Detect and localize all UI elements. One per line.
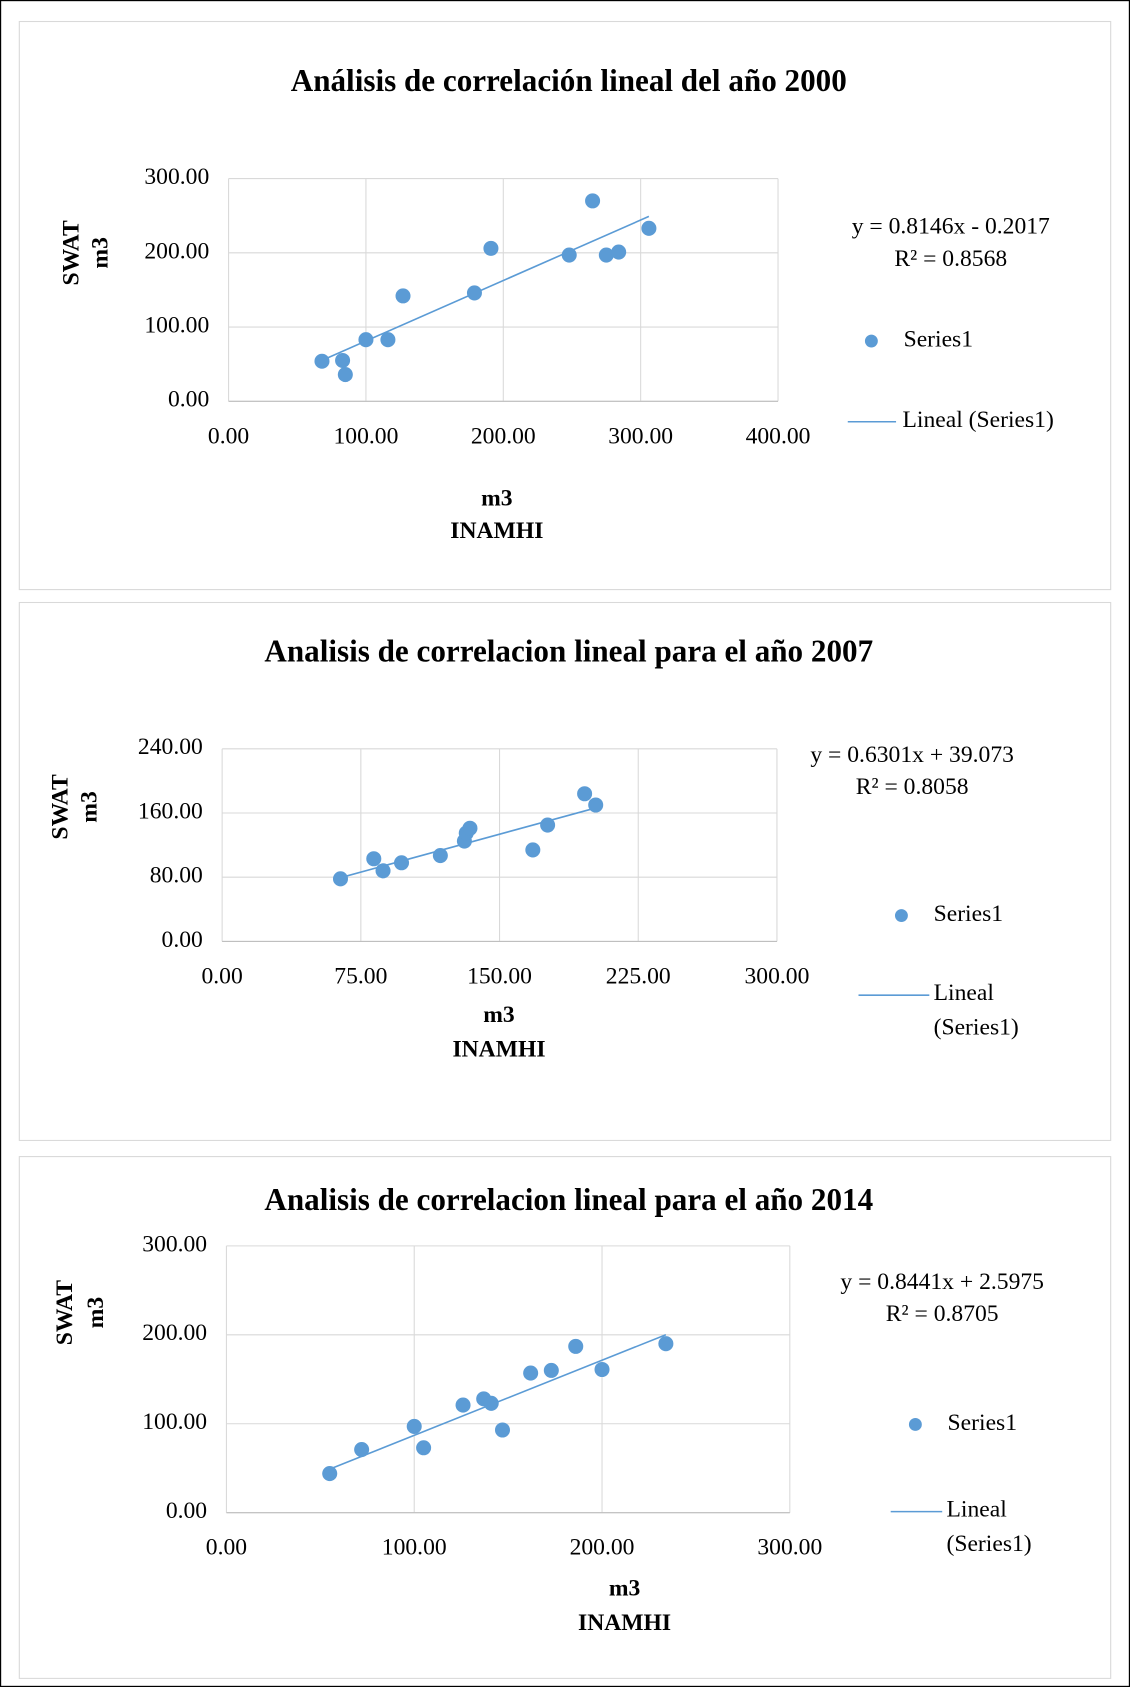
legend-marker [864,334,878,348]
x-tick-label: 150.00 [467,963,532,989]
y-tick-label: 0.00 [168,387,209,413]
scatter-point [337,367,353,383]
scatter-point [543,1362,559,1378]
x-tick-label: 300.00 [608,423,673,449]
x-tick-label: 300.00 [757,1535,822,1561]
y-tick-label: 100.00 [142,1409,207,1435]
x-tick-label: 225.00 [606,963,671,989]
scatter-point [354,1442,370,1458]
y-tick-label: 200.00 [144,238,209,264]
scatter-point [462,820,478,836]
scatter-point [406,1418,422,1434]
scatter-point [658,1336,674,1352]
y-tick-label: 240.00 [138,734,203,760]
legend-label: Lineal (Series1) [946,1497,1031,1557]
chart-title: Análisis de correlación lineal del año 2… [291,63,847,98]
x-tick-label: 100.00 [333,423,398,449]
scatter-point [380,332,396,348]
scatter-point [455,1397,471,1413]
scatter-point [641,220,657,236]
scatter-point [585,193,601,209]
chart-title: Analisis de correlacion lineal para el a… [264,1182,873,1217]
trendline-r-squared: R² = 0.8058 [856,774,969,800]
trendline-r-squared: R² = 0.8568 [894,246,1007,272]
x-axis-label: INAMHI [450,518,543,544]
trendline-equation: y = 0.8146x - 0.2017 [852,213,1050,239]
x-tick-label: 200.00 [570,1535,635,1561]
y-tick-label: 0.00 [162,927,203,953]
scatter-point [375,863,391,879]
x-tick-label: 400.00 [746,423,811,449]
y-axis-label: m3 [77,791,103,823]
x-axis-label: m3 [609,1576,640,1602]
legend-label: Lineal (Series1) [902,407,1053,433]
scatter-point [494,1422,511,1438]
scatter-point [577,786,593,802]
legend-marker [894,909,908,923]
x-tick-label: 0.00 [206,1535,247,1561]
y-tick-label: 160.00 [138,798,203,824]
scatter-point [358,332,374,348]
chart-frame [18,601,1112,1141]
scatter-point [523,1365,539,1381]
x-axis-label: m3 [483,1002,514,1028]
y-tick-label: 300.00 [144,164,209,190]
scatter-point [525,842,541,858]
scatter-point [366,851,382,867]
scatter-point [332,871,349,887]
scatter-point [314,353,330,369]
y-axis-label: m3 [87,237,113,269]
scatter-point [322,1466,338,1482]
x-tick-label: 100.00 [382,1535,447,1561]
scatter-point [588,797,604,813]
x-tick-label: 300.00 [744,963,809,989]
y-tick-label: 300.00 [142,1231,207,1257]
x-tick-label: 0.00 [201,963,242,989]
trendline-equation: y = 0.8441x + 2.5975 [840,1269,1044,1295]
scatter-point [540,817,556,833]
scatter-point [466,285,482,301]
legend-label: Series1 [948,1410,1017,1436]
scatter-point [394,855,410,871]
chart-frame [18,20,1112,591]
x-axis-label: m3 [481,486,512,512]
chart-frame [18,1156,1112,1679]
scatter-point [432,848,448,864]
y-axis-label: SWAT [48,774,74,840]
trendline-r-squared: R² = 0.8705 [886,1301,999,1327]
y-axis-label: SWAT [58,220,84,286]
y-tick-label: 0.00 [166,1498,207,1524]
x-tick-label: 75.00 [334,963,387,989]
scatter-point [598,247,614,263]
y-tick-label: 100.00 [144,312,209,338]
y-axis-label: SWAT [52,1280,78,1346]
y-axis-label: m3 [83,1297,109,1329]
scatter-point [335,352,351,369]
trendline-equation: y = 0.6301x + 39.073 [810,742,1014,768]
scatter-point [395,288,411,304]
y-tick-label: 200.00 [142,1320,207,1346]
trendline [321,215,650,362]
x-axis-label: INAMHI [452,1037,545,1063]
x-tick-label: 0.00 [208,423,249,449]
x-tick-label: 200.00 [471,423,536,449]
scatter-point [568,1338,584,1354]
chart-title: Analisis de correlacion lineal para el a… [264,633,873,668]
scatter-point [594,1361,610,1378]
scatter-point [611,244,627,260]
scatter-point [416,1440,432,1456]
x-axis-label: INAMHI [578,1610,671,1636]
scatter-point [483,240,499,256]
scatter-point [483,1395,499,1411]
legend-label: Series1 [904,326,973,352]
legend-label: Series1 [934,901,1003,927]
legend-marker [908,1418,922,1431]
y-tick-label: 80.00 [150,863,203,889]
legend-label: Lineal (Series1) [934,981,1019,1041]
scatter-point [561,247,577,263]
